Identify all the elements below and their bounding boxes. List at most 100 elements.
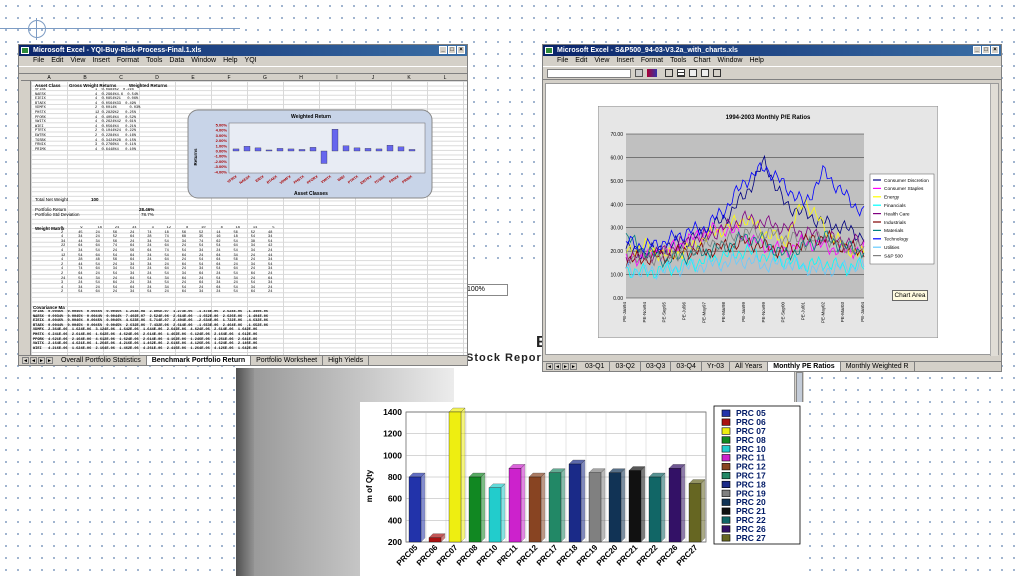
title-bar[interactable]: Microsoft Excel - S&P500_94-03-V3.2a_wit… [543,45,1001,56]
menu-item-file[interactable]: File [557,57,569,64]
column-header[interactable]: L [443,75,447,81]
sheet-tab[interactable]: Monthly Weighted R [841,361,915,371]
menu-item-format[interactable]: Format [640,57,664,64]
chart-sheet-area[interactable]: 1994-2003 Monthly P/E Ratios 70.00 60.00 5… [545,83,999,356]
column-header[interactable]: H [299,75,303,81]
menu-item-view[interactable]: View [70,57,86,64]
prev-tab-icon[interactable]: ◄ [554,363,561,370]
tab-scroll-buttons[interactable]: ◄ ◄ ► ► [19,357,56,364]
close-icon[interactable]: × [457,46,465,54]
menu-item-help[interactable]: Help [223,57,238,64]
bar-y-tick: 400 [388,515,402,525]
first-tab-icon[interactable]: ◄ [546,363,553,370]
inner-y-tick: 1.00% [216,143,228,148]
sheet-tab[interactable]: Portfolio Worksheet [251,355,324,365]
menu-item-yqi[interactable]: YQI [244,57,257,64]
menu-item-tools[interactable]: Tools [670,57,687,64]
last-tab-icon[interactable]: ► [46,357,53,364]
formula-bar[interactable] [19,66,467,74]
tab-scroll-buttons[interactable]: ◄ ◄ ► ► [543,363,580,370]
data-table-icon[interactable] [677,69,685,77]
column-header[interactable]: I [336,75,338,81]
sheet-tab[interactable]: Benchmark Portfolio Return [146,355,252,365]
column-header[interactable]: E [191,75,195,81]
inner-chart-title: Weighted Return [291,114,331,120]
menu-item-format[interactable]: Format [116,57,140,64]
minimize-icon[interactable]: _ [439,46,447,54]
menu-item-view[interactable]: View [594,57,610,64]
sheet-tab[interactable]: 03-Q4 [671,361,702,371]
angle-text-icon[interactable] [713,69,721,77]
column-header[interactable]: K [407,75,411,81]
sheet-tab[interactable]: Monthly PE Ratios [768,361,841,371]
menu-item-file[interactable]: File [33,57,45,64]
maximize-icon[interactable]: □ [448,46,456,54]
sheet-tab[interactable]: All Years [730,361,769,371]
bar-legend-label: PRC 08 [736,435,766,445]
next-tab-icon[interactable]: ► [562,363,569,370]
menu-item-insert[interactable]: Insert [616,57,634,64]
sheet-tab[interactable]: High Yields [323,355,370,365]
zoom-box[interactable]: 100% [464,284,508,296]
maximize-icon[interactable]: □ [982,46,990,54]
next-tab-icon[interactable]: ► [38,357,45,364]
chart-toolbar[interactable] [543,66,1001,80]
legend-icon[interactable] [665,69,673,77]
column-header[interactable]: C [119,75,123,81]
sheet-tab[interactable]: 03-Q1 [580,361,611,371]
pe-ratio-chart[interactable]: 1994-2003 Monthly P/E Ratios 70.00 60.00 5… [598,106,938,338]
last-tab-icon[interactable]: ► [570,363,577,370]
excel-window-left[interactable]: Microsoft Excel - YQI-Buy-Risk-Process-F… [18,44,468,366]
column-header[interactable]: G [263,75,267,81]
column-header[interactable]: F [227,75,231,81]
sheet-tab[interactable]: 03-Q3 [641,361,672,371]
by-row-icon[interactable] [689,69,697,77]
menu-item-insert[interactable]: Insert [92,57,110,64]
menu-item-tools[interactable]: Tools [146,57,163,64]
column-header[interactable]: J [371,75,375,81]
inner-x-tick: PHSTX [293,174,306,184]
bar-legend-label: PRC 27 [736,533,766,543]
bar-legend-swatch [721,472,731,480]
excel-window-right[interactable]: Microsoft Excel - S&P500_94-03-V3.2a_wit… [542,44,1002,372]
column-header[interactable]: B [83,75,87,81]
vertical-scrollbar[interactable] [990,84,998,356]
bar-side [420,472,426,543]
menu-item-help[interactable]: Help [749,57,764,64]
weighted-return-chart[interactable]: Weighted Return Returns Asset Classes 5.… [187,109,433,199]
format-selection-icon[interactable] [635,69,643,77]
sheet-tab[interactable]: Overall Portfolio Statistics [56,355,147,365]
sheet-tab[interactable]: Yr-03 [702,361,730,371]
close-icon[interactable]: × [991,46,999,54]
bar-side [640,466,646,543]
chart-area-button[interactable]: Chart Area [892,290,928,301]
first-tab-icon[interactable]: ◄ [22,357,29,364]
chart-objects-dropdown[interactable] [547,69,631,78]
spreadsheet-grid[interactable]: A B C D E F G H I J K L Asset Class Gross Weight Re… [21,75,467,355]
by-column-icon[interactable] [701,69,709,77]
menu-item-window[interactable]: Window [717,57,743,64]
bar-legend-swatch [721,534,731,542]
title-bar[interactable]: Microsoft Excel - YQI-Buy-Risk-Process-F… [19,45,467,56]
minimize-icon[interactable]: _ [973,46,981,54]
menu-item-edit[interactable]: Edit [51,57,64,64]
column-header[interactable]: A [47,75,51,81]
pe-legend-label: Health Care [884,211,910,217]
bar-y-tick: 1200 [383,429,402,439]
menu-item-chart[interactable]: Chart [693,57,711,64]
inner-chart-ylabel: Returns [193,148,198,165]
bar-legend-swatch [721,516,731,524]
pe-legend-label: Utilities [884,245,900,251]
menu-item-window[interactable]: Window [191,57,217,64]
chart-type-icon[interactable] [647,69,657,77]
bar [568,463,582,543]
column-header[interactable]: D [155,75,159,81]
menu-item-edit[interactable]: Edit [575,57,588,64]
menu-item-data[interactable]: Data [169,57,185,64]
sheet-tab[interactable]: 03-Q2 [610,361,641,371]
prev-tab-icon[interactable]: ◄ [30,357,37,364]
total-weight-value: 100 [91,197,99,202]
pe-series-line [625,229,865,269]
inner-x-tick: TGSBX [374,174,387,185]
